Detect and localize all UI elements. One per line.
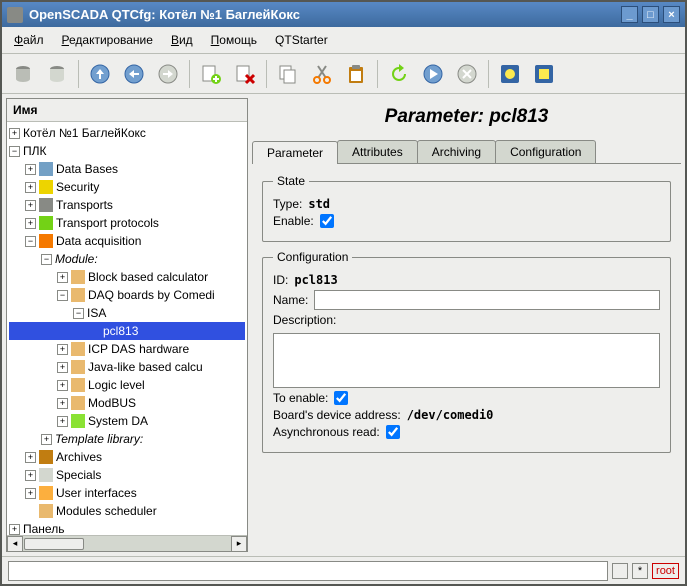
tree-row-modbus[interactable]: +ModBUS bbox=[9, 394, 245, 412]
enable-label: Enable: bbox=[273, 214, 314, 228]
tree-body[interactable]: +Котёл №1 БаглейКокс −ПЛК +Data Bases +S… bbox=[7, 122, 247, 535]
menu-help[interactable]: Помощь bbox=[203, 30, 265, 50]
menu-edit[interactable]: Редактирование bbox=[54, 30, 161, 50]
scroll-thumb[interactable] bbox=[24, 538, 84, 550]
tree-row-plk[interactable]: −ПЛК bbox=[9, 142, 245, 160]
tb-cut-button[interactable] bbox=[307, 59, 337, 89]
id-value: pcl813 bbox=[294, 273, 337, 287]
status-user[interactable]: root bbox=[652, 563, 679, 579]
tb-forward-button[interactable] bbox=[153, 59, 183, 89]
tree-row-modsched[interactable]: Modules scheduler bbox=[9, 502, 245, 520]
content-title: Parameter: pcl813 bbox=[252, 98, 681, 140]
statusbar: * root bbox=[2, 556, 685, 584]
tb-back-button[interactable] bbox=[119, 59, 149, 89]
tree-row-db[interactable]: +Data Bases bbox=[9, 160, 245, 178]
content-panel: Parameter: pcl813 Parameter Attributes A… bbox=[252, 98, 681, 552]
desc-textarea[interactable] bbox=[273, 333, 660, 388]
tab-archiving[interactable]: Archiving bbox=[417, 140, 496, 163]
menu-view[interactable]: Вид bbox=[163, 30, 201, 50]
state-group: State Type: std Enable: bbox=[262, 174, 671, 242]
menubar: Файл Редактирование Вид Помощь QTStarter bbox=[2, 27, 685, 54]
tb-db1-button[interactable] bbox=[8, 59, 38, 89]
tree-row-dacq[interactable]: −Data acquisition bbox=[9, 232, 245, 250]
tree-row-userif[interactable]: +User interfaces bbox=[9, 484, 245, 502]
scroll-left-button[interactable]: ◂ bbox=[7, 536, 23, 552]
window-controls: _ □ × bbox=[621, 6, 680, 23]
tabs: Parameter Attributes Archiving Configura… bbox=[252, 140, 681, 164]
tree-row-pcl813[interactable]: pcl813 bbox=[9, 322, 245, 340]
state-legend: State bbox=[273, 174, 309, 188]
maximize-button[interactable]: □ bbox=[642, 6, 659, 23]
tb-add-button[interactable] bbox=[196, 59, 226, 89]
tb-db2-button[interactable] bbox=[42, 59, 72, 89]
async-checkbox[interactable] bbox=[386, 425, 400, 439]
menu-qtstarter[interactable]: QTStarter bbox=[267, 30, 336, 50]
tree-row-module[interactable]: −Module: bbox=[9, 250, 245, 268]
tree-row-isa[interactable]: −ISA bbox=[9, 304, 245, 322]
id-label: ID: bbox=[273, 273, 288, 287]
window-title: OpenSCADA QTCfg: Котёл №1 БаглейКокс bbox=[29, 7, 621, 22]
enable-checkbox[interactable] bbox=[320, 214, 334, 228]
toenable-label: To enable: bbox=[273, 391, 328, 405]
board-label: Board's device address: bbox=[273, 408, 401, 422]
tree-hscrollbar[interactable]: ◂ ▸ bbox=[7, 535, 247, 551]
tab-configuration[interactable]: Configuration bbox=[495, 140, 596, 163]
board-value: /dev/comedi0 bbox=[407, 408, 494, 422]
tree-row-daqcomedi[interactable]: −DAQ boards by Comedi bbox=[9, 286, 245, 304]
tree-row-transports[interactable]: +Transports bbox=[9, 196, 245, 214]
tree-panel: Имя +Котёл №1 БаглейКокс −ПЛК +Data Base… bbox=[6, 98, 248, 552]
main-area: Имя +Котёл №1 БаглейКокс −ПЛК +Data Base… bbox=[2, 94, 685, 556]
type-value: std bbox=[308, 197, 330, 211]
minimize-button[interactable]: _ bbox=[621, 6, 638, 23]
tb-paste-button[interactable] bbox=[341, 59, 371, 89]
tb-up-button[interactable] bbox=[85, 59, 115, 89]
status-ind2[interactable]: * bbox=[632, 563, 648, 579]
tree-row-security[interactable]: +Security bbox=[9, 178, 245, 196]
type-label: Type: bbox=[273, 197, 302, 211]
desc-label: Description: bbox=[273, 313, 336, 327]
tb-refresh-button[interactable] bbox=[384, 59, 414, 89]
tree-row-javalike[interactable]: +Java-like based calcu bbox=[9, 358, 245, 376]
scroll-right-button[interactable]: ▸ bbox=[231, 536, 247, 552]
tab-parameter[interactable]: Parameter bbox=[252, 141, 338, 164]
main-window: OpenSCADA QTCfg: Котёл №1 БаглейКокс _ □… bbox=[0, 0, 687, 586]
tree-row-tproto[interactable]: +Transport protocols bbox=[9, 214, 245, 232]
tb-run-button[interactable] bbox=[418, 59, 448, 89]
tb-delete-button[interactable] bbox=[230, 59, 260, 89]
tb-tool1-button[interactable] bbox=[495, 59, 525, 89]
status-text bbox=[8, 561, 608, 581]
status-ind1[interactable] bbox=[612, 563, 628, 579]
tree-row-tmpllib[interactable]: +Template library: bbox=[9, 430, 245, 448]
close-button[interactable]: × bbox=[663, 6, 680, 23]
tree-row-icpdas[interactable]: +ICP DAS hardware bbox=[9, 340, 245, 358]
tab-content: State Type: std Enable: Configuration ID… bbox=[252, 164, 681, 552]
tree-row-logic[interactable]: +Logic level bbox=[9, 376, 245, 394]
tb-copy-button[interactable] bbox=[273, 59, 303, 89]
tb-tool2-button[interactable] bbox=[529, 59, 559, 89]
config-group: Configuration ID: pcl813 Name: Descripti… bbox=[262, 250, 671, 453]
tb-stop-button[interactable] bbox=[452, 59, 482, 89]
config-legend: Configuration bbox=[273, 250, 352, 264]
toenable-checkbox[interactable] bbox=[334, 391, 348, 405]
name-input[interactable] bbox=[314, 290, 660, 310]
async-label: Asynchronous read: bbox=[273, 425, 380, 439]
toolbar bbox=[2, 54, 685, 94]
titlebar: OpenSCADA QTCfg: Котёл №1 БаглейКокс _ □… bbox=[2, 2, 685, 27]
name-label: Name: bbox=[273, 293, 308, 307]
tree-row-root1[interactable]: +Котёл №1 БаглейКокс bbox=[9, 124, 245, 142]
tree-row-specials[interactable]: +Specials bbox=[9, 466, 245, 484]
tree-row-blockcalc[interactable]: +Block based calculator bbox=[9, 268, 245, 286]
tree-row-panel[interactable]: +Панель bbox=[9, 520, 245, 535]
tree-row-systemda[interactable]: +System DA bbox=[9, 412, 245, 430]
tree-header: Имя bbox=[7, 99, 247, 122]
tab-attributes[interactable]: Attributes bbox=[337, 140, 418, 163]
tree-row-archives[interactable]: +Archives bbox=[9, 448, 245, 466]
app-icon bbox=[7, 7, 23, 23]
menu-file[interactable]: Файл bbox=[6, 30, 52, 50]
